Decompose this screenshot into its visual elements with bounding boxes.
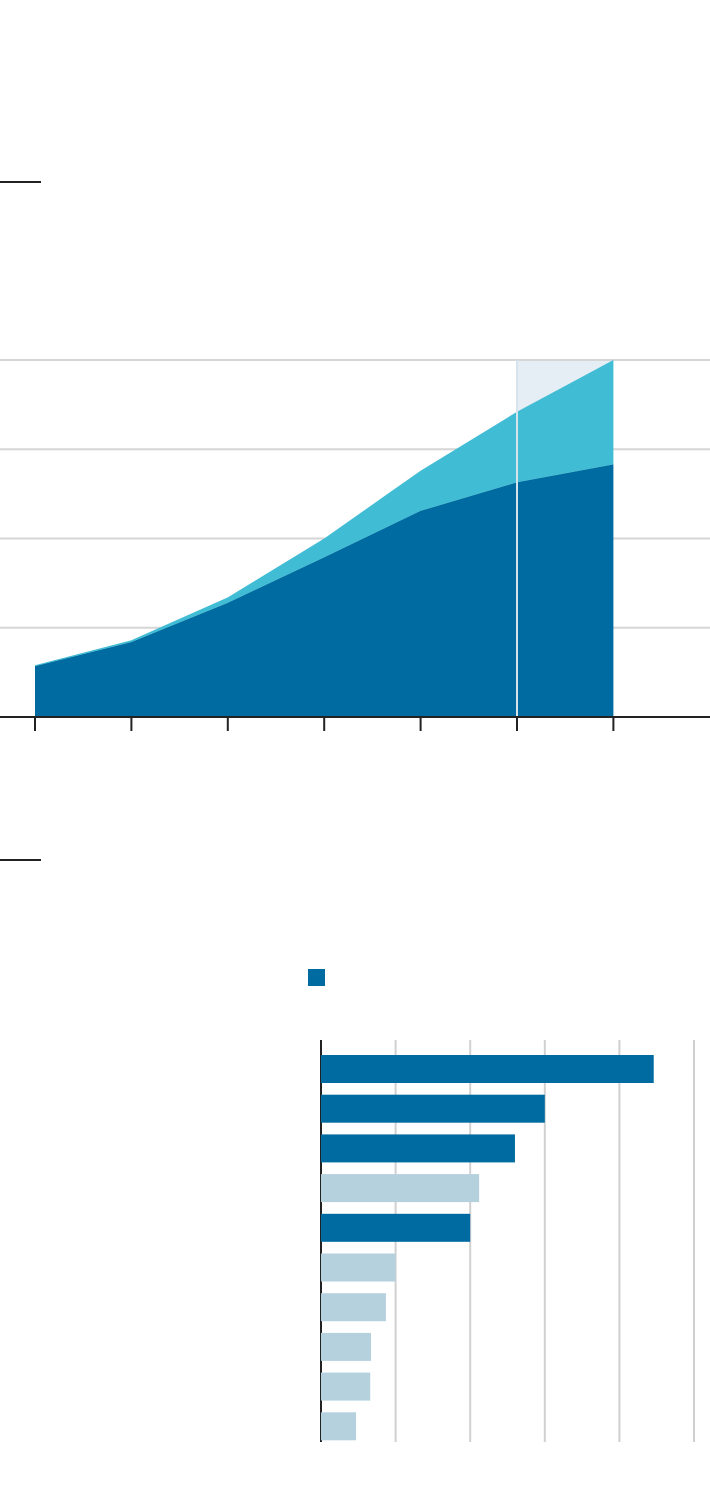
area xyxy=(35,464,614,717)
bar xyxy=(321,1213,471,1242)
bar xyxy=(321,1094,545,1123)
bar-chart xyxy=(320,1040,695,1442)
area-chart xyxy=(0,359,710,731)
bar xyxy=(321,1055,654,1083)
bar xyxy=(321,1253,396,1282)
bar xyxy=(321,1293,386,1322)
bar xyxy=(321,1332,371,1361)
bar xyxy=(321,1174,480,1203)
bar xyxy=(321,1412,357,1441)
legend-swatch xyxy=(308,969,325,986)
bar xyxy=(321,1134,515,1163)
bar xyxy=(321,1372,371,1401)
